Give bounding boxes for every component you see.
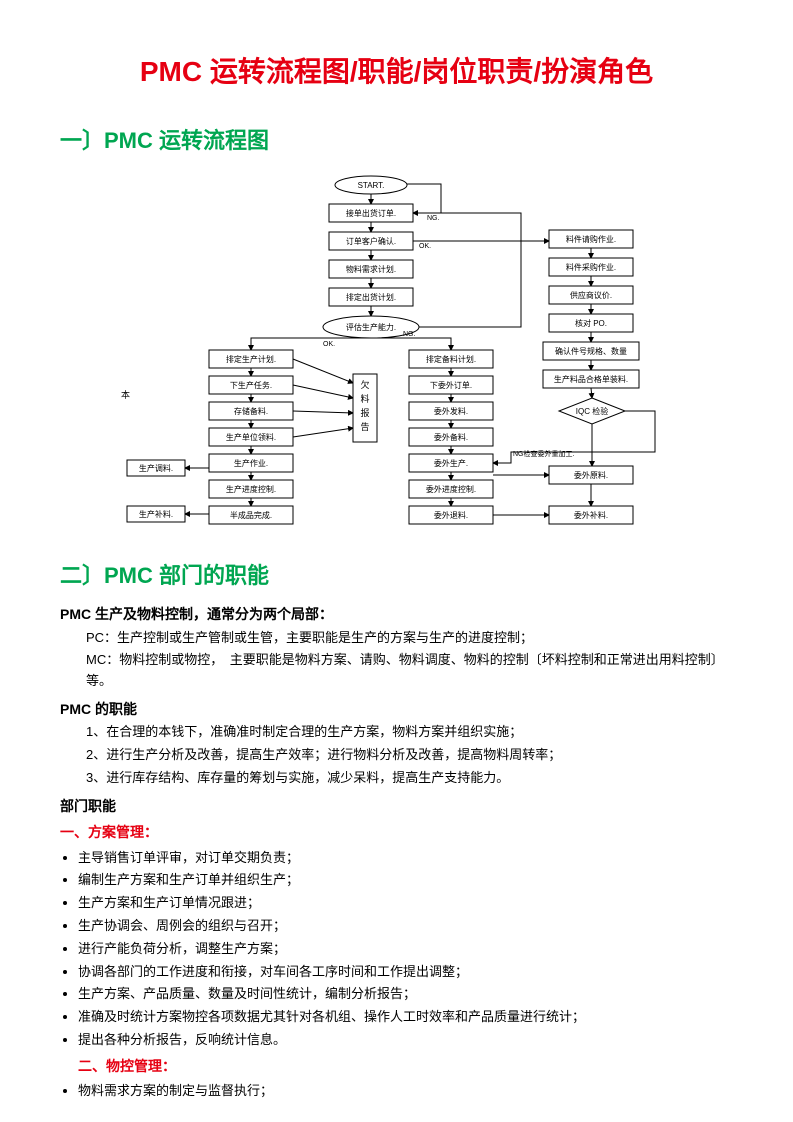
section2-heading: 二〕PMC 部门的职能 xyxy=(60,558,733,593)
list-item: 生产协调会、周例会的组织与召开； xyxy=(78,916,733,937)
flowchart-node-label: 核对 PO. xyxy=(574,318,606,328)
mc-line: MC：物料控制或物控， 主要职能是物料方案、请购、物料调度、物料的控制〔坏料控制… xyxy=(86,650,733,692)
flowchart-node-label: 委外退料. xyxy=(433,510,467,520)
section1-heading-text: 一〕PMC 运转流程图 xyxy=(60,128,269,153)
flowchart-node-label: 生产料品合格单装料. xyxy=(553,374,627,384)
flowchart-annotation: NG. xyxy=(427,215,440,222)
sub-plan-head: 一、方案管理： xyxy=(60,821,733,843)
svg-text:料: 料 xyxy=(360,393,369,404)
pmc-func-head: PMC 的职能 xyxy=(60,698,733,720)
section1-heading: 一〕PMC 运转流程图 xyxy=(60,123,733,158)
svg-text:报: 报 xyxy=(360,407,369,418)
flowchart-container: START. 接单出货订单. 订单客户确认. 物料需求计划. 排定出货计划. 评估生产能力… xyxy=(60,168,733,548)
main-title: PMC 运转流程图/职能/岗位职责/扮演角色 xyxy=(60,50,733,95)
flowchart-node-label: 排定生产计划. xyxy=(225,354,275,364)
list-item: 准确及时统计方案物控各项数据尤其针对各机组、操作人工时效率和产品质量进行统计； xyxy=(78,1007,733,1028)
flowchart-svg: START. 接单出货订单. 订单客户确认. 物料需求计划. 排定出货计划. 评估生产能力… xyxy=(117,168,677,548)
flowchart-node-label: START. xyxy=(357,181,384,190)
flowchart-node-label: 下委外订单. xyxy=(429,380,471,390)
pmc-func-1: 1、在合理的本钱下，准确准时制定合理的生产方案，物料方案并组织实施； xyxy=(86,722,733,743)
list-item: 生产方案、产品质量、数量及时间性统计，编制分析报告； xyxy=(78,984,733,1005)
material-control-list: 物料需求方案的制定与监督执行； xyxy=(78,1081,733,1102)
sub-mat-head-text: 二、物控管理： xyxy=(78,1058,176,1074)
flowchart-node-label: 生产调料. xyxy=(138,463,172,473)
flowchart-node-label: 存储备料. xyxy=(233,406,267,416)
flowchart-node-label: 供应商议价. xyxy=(569,290,611,300)
pc-line: PC：生产控制或生产管制或生管，主要职能是生产的方案与生产的进度控制； xyxy=(86,628,733,649)
svg-text:告: 告 xyxy=(360,421,369,432)
flowchart-node-label: 确认件号规格、数量 xyxy=(555,346,627,356)
flowchart-node-label: 委外进度控制. xyxy=(425,484,475,494)
flowchart-node-label: 生产补料. xyxy=(138,509,172,519)
flowchart-annotation: NG检查委外重加工. xyxy=(513,449,574,458)
flowchart-node-label: 下生产任务. xyxy=(229,380,271,390)
flowchart-annotation: NG. xyxy=(403,331,416,338)
sub-mat-head: 二、物控管理： xyxy=(78,1055,733,1077)
flowchart-annotation: OK. xyxy=(419,243,431,250)
flowchart-node-label: 委外发料. xyxy=(433,406,467,416)
list-item: 物料需求方案的制定与监督执行； xyxy=(78,1081,733,1102)
pmc-func-3: 3、进行库存结构、库存量的筹划与实施，减少呆料，提高生产支持能力。 xyxy=(86,768,733,789)
list-item: 编制生产方案和生产订单并组织生产； xyxy=(78,870,733,891)
section2-intro: PMC 生产及物料控制，通常分为两个局部： xyxy=(60,603,733,625)
flowchart-node-label: 排定出货计划. xyxy=(345,292,395,302)
flowchart-node-label: 委外原料. xyxy=(573,470,607,480)
flowchart-node-label: 生产单位领料. xyxy=(225,432,275,442)
plan-management-list: 主导销售订单评审，对订单交期负责；编制生产方案和生产订单并组织生产；生产方案和生… xyxy=(78,848,733,1051)
flowchart-node-label: 评估生产能力. xyxy=(345,322,395,332)
section2-heading-text: 二〕PMC 部门的职能 xyxy=(60,563,269,588)
flowchart-node-label: 生产作业. xyxy=(233,458,267,468)
list-item: 协调各部门的工作进度和衔接，对车间各工序时间和工作提出调整； xyxy=(78,962,733,983)
list-item: 提出各种分析报告，反响统计信息。 xyxy=(78,1030,733,1051)
flowchart-node-label: 生产进度控制. xyxy=(225,484,275,494)
dept-func-head: 部门职能 xyxy=(60,795,733,817)
flowchart-annotation: OK. xyxy=(323,341,335,348)
pmc-func-2: 2、进行生产分析及改善，提高生产效率；进行物料分析及改善，提高物料周转率； xyxy=(86,745,733,766)
flowchart-node-label: 委外生产. xyxy=(433,458,467,468)
flowchart-node-label: 物料需求计划. xyxy=(345,264,395,274)
list-item: 生产方案和生产订单情况跟进； xyxy=(78,893,733,914)
svg-text:欠: 欠 xyxy=(360,379,369,390)
flowchart-node-label: 料件请购作业. xyxy=(565,234,615,244)
flowchart-node-label: 委外补料. xyxy=(573,510,607,520)
list-item: 进行产能负荷分析，调整生产方案； xyxy=(78,939,733,960)
list-item: 主导销售订单评审，对订单交期负责； xyxy=(78,848,733,869)
flowchart-node-label: 订单客户确认. xyxy=(345,236,395,246)
flowchart-node-label: 委外备料. xyxy=(433,432,467,442)
sub-plan-head-text: 一、方案管理： xyxy=(60,824,158,840)
flowchart-node-label: 排定备料计划. xyxy=(425,354,475,364)
flowchart-node-label: 料件采购作业. xyxy=(565,262,615,272)
svg-text:本: 本 xyxy=(121,389,130,400)
flowchart-node-label: 半成品完成. xyxy=(229,510,271,520)
title-text: PMC 运转流程图/职能/岗位职责/扮演角色 xyxy=(140,56,653,87)
flowchart-node-label: IQC 检验 xyxy=(575,406,607,416)
flowchart-node-label: 接单出货订单. xyxy=(345,208,395,218)
